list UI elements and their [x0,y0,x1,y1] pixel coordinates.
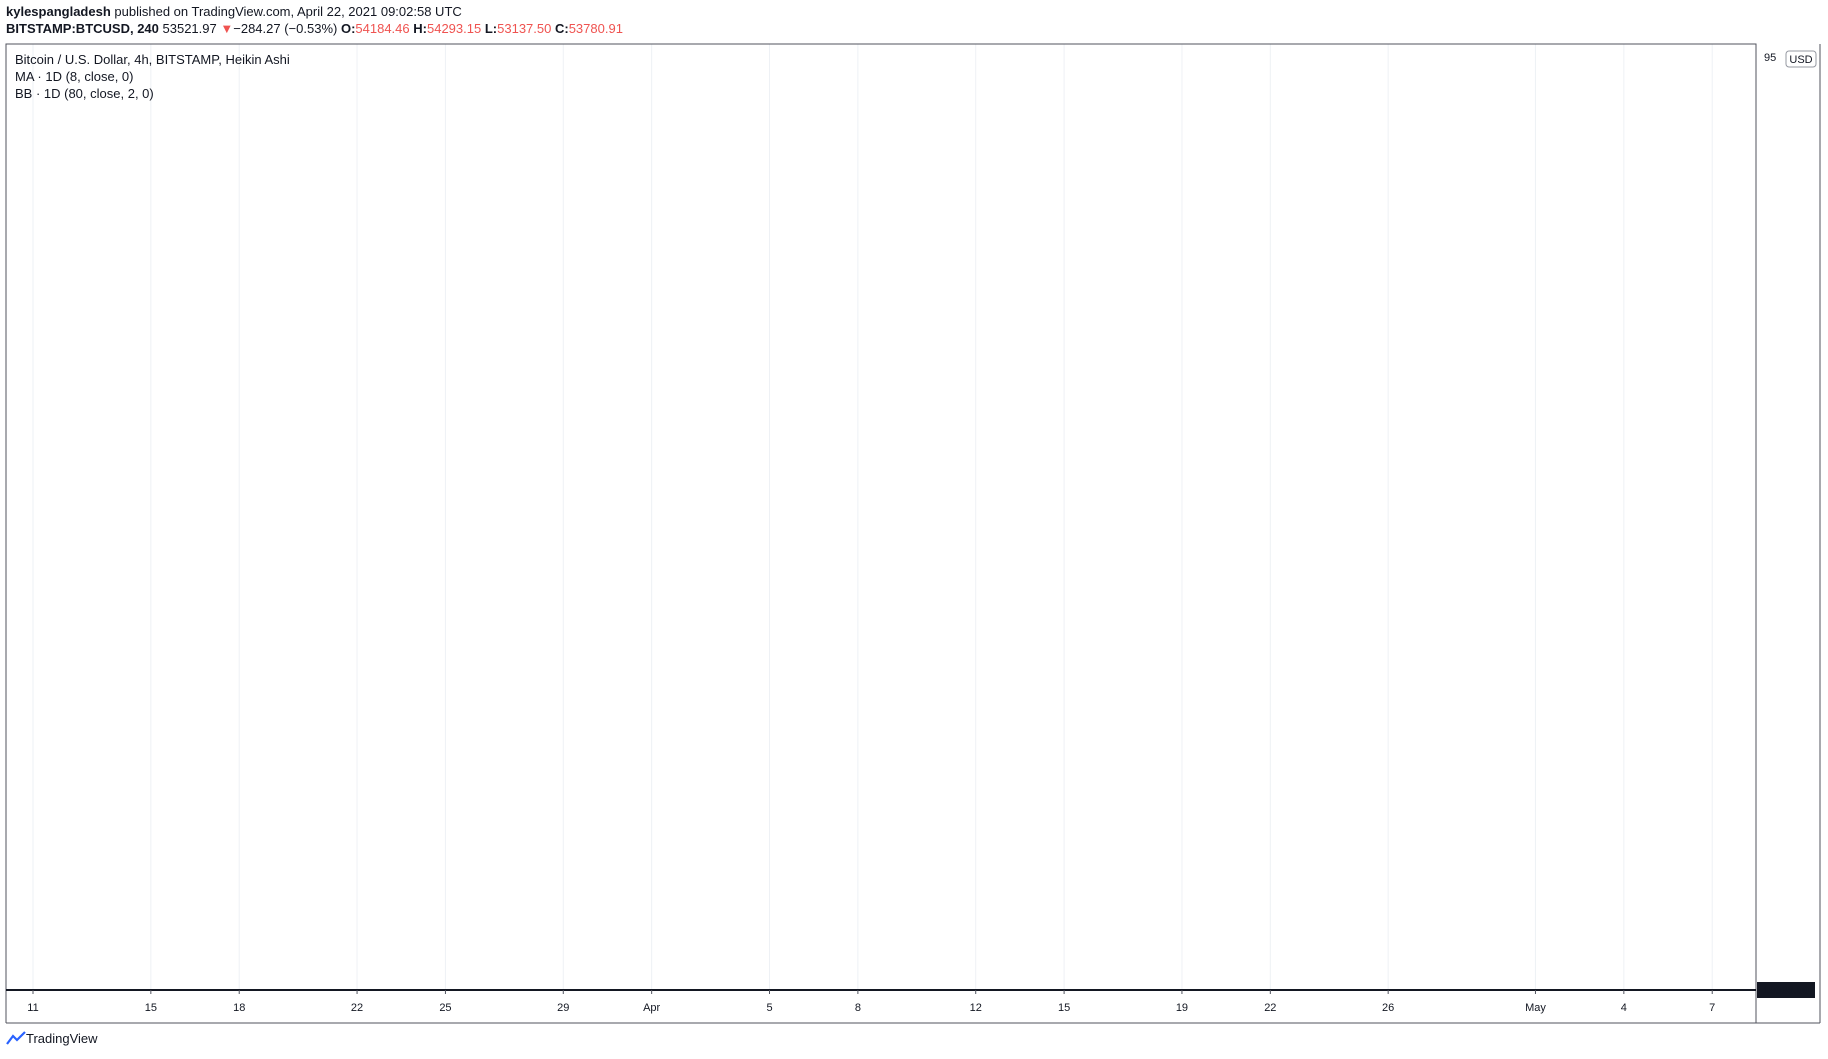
time-tick-label: 11 [27,1002,38,1014]
time-tick-label: 7 [1709,1002,1715,1014]
high-label: H: [413,21,427,36]
low-label: L: [484,21,498,36]
down-arrow-icon: ▼ [220,21,234,36]
open-label: O: [340,21,356,36]
open-value: 54184.46 [355,21,410,36]
change-value: −284.27 (−0.53%) [233,21,338,36]
time-tick-label: 5 [766,1002,772,1014]
ohlc-line: BITSTAMP:BTCUSD, 240 53521.97 ▼−284.27 (… [6,21,623,36]
close-value: 53780.91 [568,21,623,36]
time-tick-label: 19 [1176,1002,1188,1014]
time-tick-label: 25 [439,1002,451,1014]
low-value: 53137.50 [497,21,552,36]
symbol-label: BITSTAMP:BTCUSD, 240 [6,21,159,36]
time-tick-label: 29 [557,1002,569,1014]
time-tick-label: 18 [233,1002,245,1014]
tradingview-brand[interactable]: TradingView [6,1031,98,1046]
currency-badge-label: USD [1789,54,1812,66]
plot-frame [5,43,1757,991]
time-tick-label: 22 [351,1002,363,1014]
time-tick-label: 26 [1382,1002,1394,1014]
legend-bb[interactable]: BB · 1D (80, close, 2, 0) [15,86,154,101]
tradingview-logo-icon [6,1031,26,1045]
grid-lines [32,44,1713,990]
time-tick-label: 22 [1264,1002,1276,1014]
time-tick-label: Apr [643,1002,660,1014]
legend-main-series[interactable]: Bitcoin / U.S. Dollar, 4h, BITSTAMP, Hei… [15,52,290,67]
time-tick-label: 4 [1621,1002,1627,1014]
time-tick-label: May [1525,1002,1546,1014]
legend-ma[interactable]: MA · 1D (8, close, 0) [15,69,134,84]
brand-text: TradingView [26,1031,98,1046]
high-value: 54293.15 [426,21,482,36]
time-tick-label: 15 [1058,1002,1070,1014]
currency-badge-box [1785,50,1817,68]
publish-line: kylespangladesh published on TradingView… [6,4,462,19]
close-label: C: [554,21,569,36]
low-marker-label: 19666.00 [1763,985,1809,997]
last-price: 53521.97 [162,21,217,36]
published-text: published on TradingView.com, April 22, … [114,4,462,19]
time-tick-label: 12 [970,1002,982,1014]
time-tick-label: 8 [855,1002,861,1014]
price-tick-label-partial: 95 [1764,52,1776,64]
low-marker-box [1757,982,1815,998]
author-name[interactable]: kylespangladesh [6,4,111,19]
time-tick-label: 15 [145,1002,157,1014]
currency-badge: USD [1785,50,1817,68]
